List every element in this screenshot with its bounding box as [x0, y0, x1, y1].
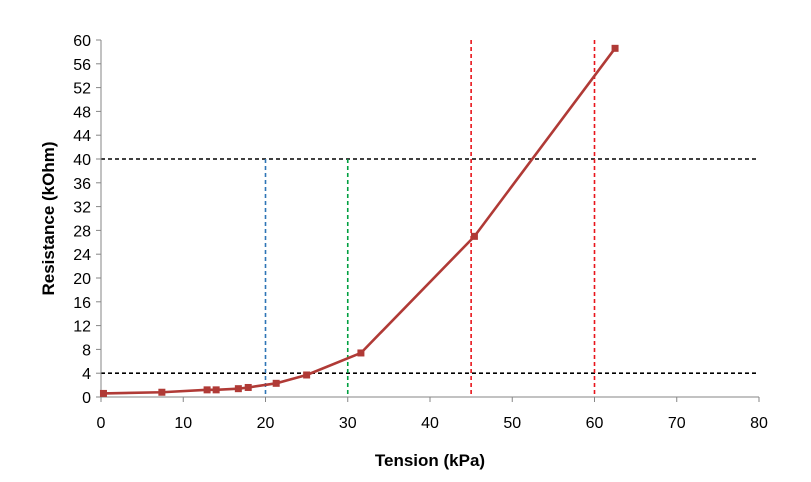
x-tick-label: 10	[174, 415, 192, 432]
data-point	[244, 383, 252, 391]
data-point	[303, 371, 311, 379]
y-tick-label: 36	[73, 176, 91, 193]
y-tick-label: 56	[73, 57, 91, 74]
data-point	[158, 388, 166, 396]
data-point	[99, 389, 107, 397]
x-tick-label: 20	[257, 415, 275, 432]
reference-lines	[101, 40, 759, 397]
data-point	[470, 232, 478, 240]
y-tick-label: 52	[73, 81, 91, 98]
y-tick-label: 32	[73, 200, 91, 217]
data-point	[234, 385, 242, 393]
axes	[100, 40, 759, 398]
y-tick-label: 48	[73, 104, 91, 121]
y-tick-label: 16	[73, 295, 91, 312]
data-point	[611, 44, 619, 52]
data-point	[212, 386, 220, 394]
x-tick-label: 50	[503, 415, 521, 432]
x-tick-label: 0	[97, 415, 106, 432]
x-axis-title: Tension (kPa)	[375, 451, 485, 470]
data-point	[203, 386, 211, 394]
x-tick-label: 80	[750, 415, 768, 432]
y-tick-label: 20	[73, 271, 91, 288]
x-tick-label: 40	[421, 415, 439, 432]
series-line	[103, 47, 617, 395]
y-tick-label: 44	[73, 128, 91, 145]
y-axis-title: Resistance (kOhm)	[39, 142, 58, 296]
x-tick-label: 30	[339, 415, 357, 432]
y-tick-label: 24	[73, 247, 91, 264]
y-tick-label: 4	[82, 366, 91, 383]
y-tick-label: 40	[73, 152, 91, 169]
y-tick-label: 28	[73, 223, 91, 240]
data-point	[357, 349, 365, 357]
x-tick-label: 70	[668, 415, 686, 432]
series-layer	[99, 44, 619, 397]
y-tick-label: 60	[73, 33, 91, 50]
data-point	[272, 379, 280, 387]
x-tick-label: 60	[586, 415, 604, 432]
y-tick-label: 8	[82, 342, 91, 359]
y-tick-label: 12	[73, 319, 91, 336]
y-tick-label: 0	[82, 390, 91, 407]
